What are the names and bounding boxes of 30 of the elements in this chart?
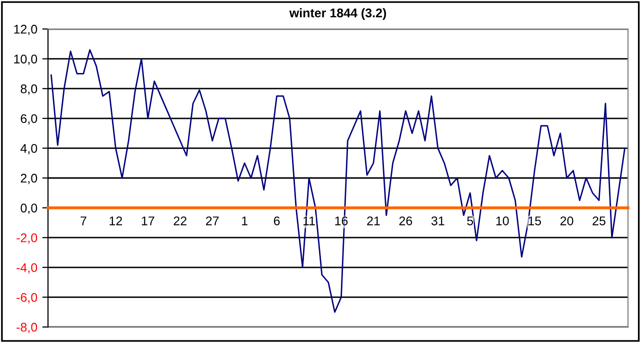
y-tick-label: 10,0 xyxy=(14,54,38,65)
y-tick-label: 2,0 xyxy=(20,174,38,184)
x-tick-label: 17 xyxy=(142,216,154,226)
y-tick-label: -8,0 xyxy=(16,322,38,334)
x-tick-label: 12 xyxy=(110,216,122,226)
line-series xyxy=(50,49,626,313)
y-tick-label: -4,0 xyxy=(16,263,38,274)
y-tick-label: 12,0 xyxy=(14,24,38,36)
x-tick-label: 5 xyxy=(467,216,474,226)
x-tick-label: 10 xyxy=(496,216,509,226)
x-tick-label: 22 xyxy=(174,216,186,226)
y-tick-label: 6,0 xyxy=(20,114,38,125)
y-tick-label: 0,0 xyxy=(20,204,38,214)
y-tick-label: 8,0 xyxy=(20,84,38,95)
x-tick-label: 26 xyxy=(399,216,412,226)
x-tick-label: 7 xyxy=(80,216,86,226)
x-tick-label: 27 xyxy=(206,216,219,226)
y-tick-label: -6,0 xyxy=(16,293,38,304)
x-tick-label: 15 xyxy=(528,216,541,226)
x-tick-label: 6 xyxy=(274,216,280,226)
x-tick-label: 1 xyxy=(242,216,248,226)
x-tick-label: 31 xyxy=(431,216,444,226)
x-tick-label: 11 xyxy=(303,216,315,226)
chart-title: winter 1844 (3.2) xyxy=(289,8,386,20)
y-tick-label: 4,0 xyxy=(20,144,38,154)
x-tick-label: 21 xyxy=(367,216,380,226)
x-tick-label: 20 xyxy=(560,216,574,226)
x-tick-label: 16 xyxy=(335,216,348,226)
y-tick-label: -2,0 xyxy=(16,233,38,244)
x-tick-label: 25 xyxy=(592,216,606,226)
